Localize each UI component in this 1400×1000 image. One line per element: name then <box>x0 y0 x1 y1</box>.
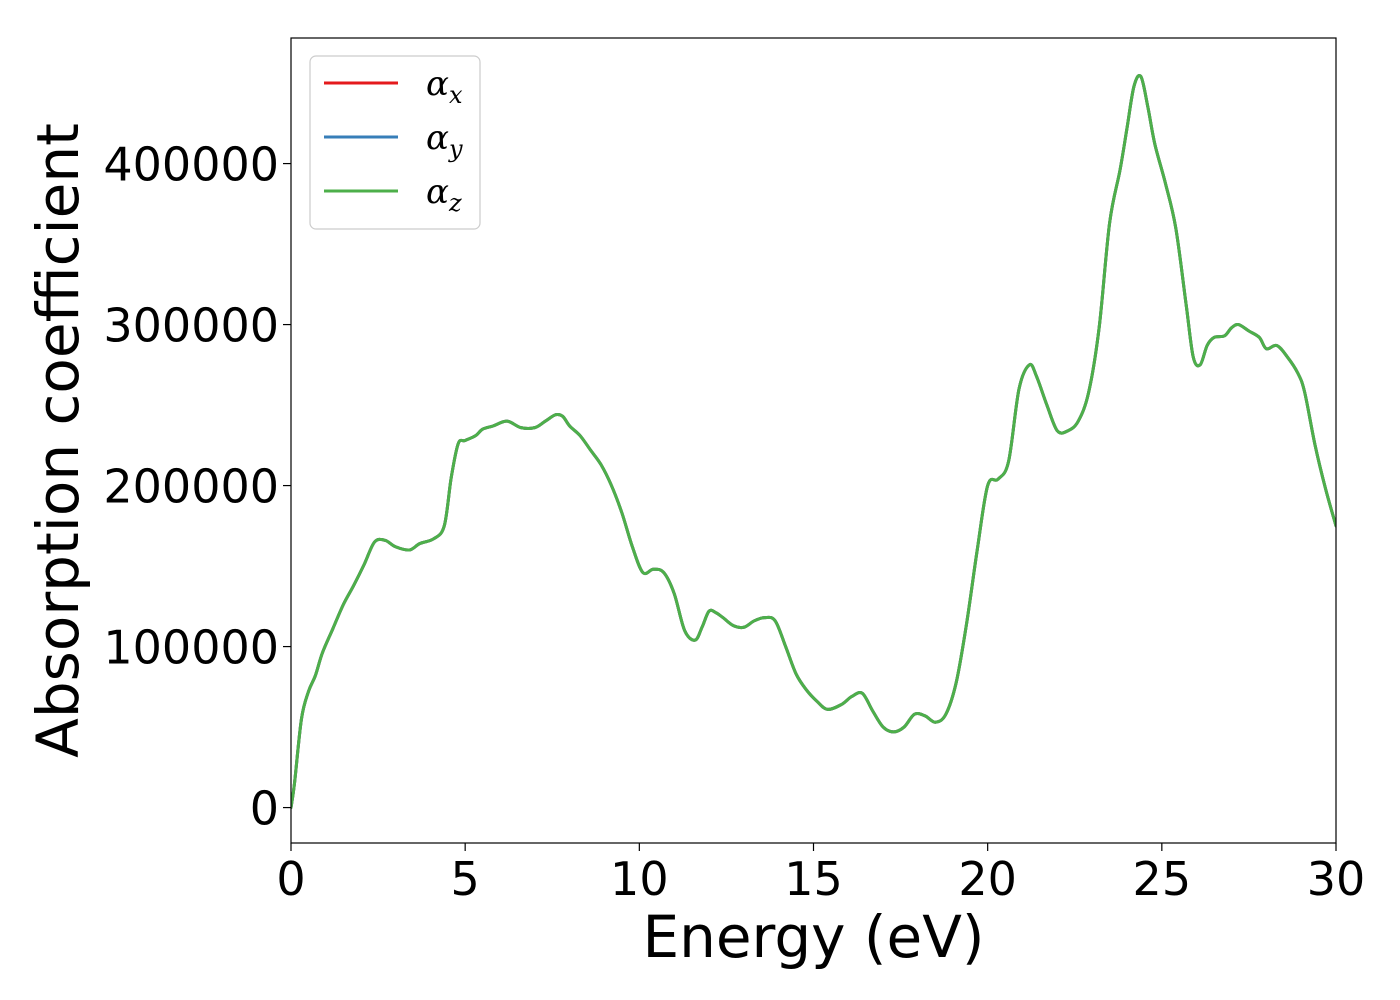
x-tick-label: 25 <box>1133 852 1192 906</box>
series-layer <box>291 73 1336 810</box>
legend: αx αy αz <box>309 55 481 230</box>
x-tick-label: 30 <box>1307 852 1366 906</box>
x-tick-label: 10 <box>610 852 669 906</box>
y-tick-label: 200000 <box>103 460 279 514</box>
legend-label: αx <box>426 64 463 109</box>
legend-box <box>309 55 481 230</box>
y-tick-label: 100000 <box>103 621 279 675</box>
legend-label: αz <box>426 172 462 217</box>
x-axis-title: Energy (eV) <box>642 903 984 971</box>
y-tick-label: 400000 <box>103 138 279 192</box>
y-tick-label: 0 <box>250 782 279 836</box>
x-tick-label: 0 <box>276 852 305 906</box>
y-axis: 0 100000 200000 300000 400000 <box>103 138 291 836</box>
series-line-3 <box>291 73 1336 810</box>
x-tick-label: 15 <box>784 852 843 906</box>
x-tick-label: 20 <box>958 852 1017 906</box>
y-axis-title: Absorption coefficient <box>24 123 92 758</box>
y-tick-label: 300000 <box>103 299 279 353</box>
legend-label: αy <box>426 118 463 163</box>
x-axis: 0 5 10 15 20 25 30 <box>276 843 1365 906</box>
x-tick-label: 5 <box>451 852 480 906</box>
